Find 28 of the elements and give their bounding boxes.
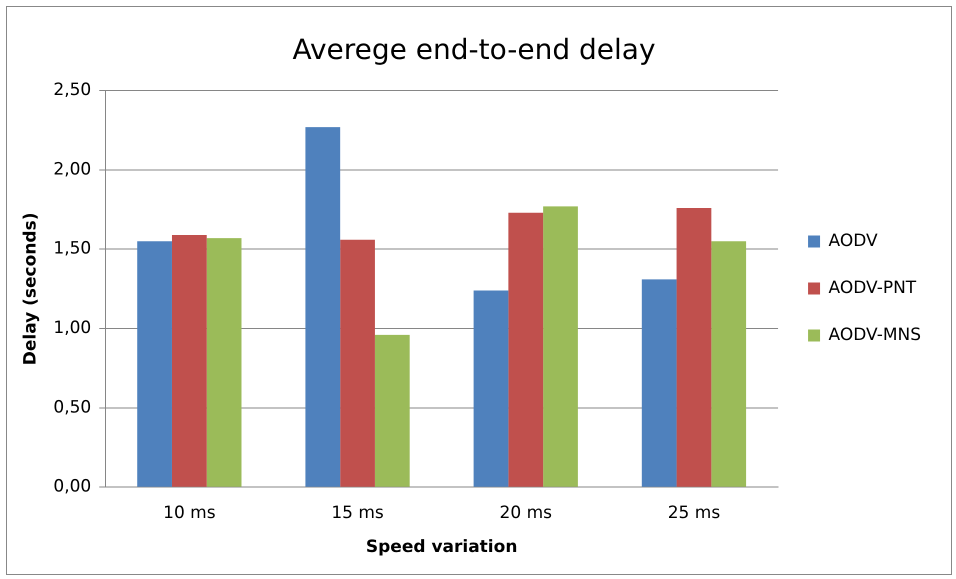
y-tick-label: 1,00 [53,318,92,338]
bar [206,238,242,487]
legend-label: AODV-PNT [828,278,917,298]
bar [543,206,578,487]
bar [172,234,207,487]
chart-title: Averege end-to-end delay [292,33,656,66]
y-tick-label: 0,00 [53,476,92,497]
bar [642,279,677,487]
bar [340,240,375,487]
y-axis-title: Delay (seconds) [20,212,41,366]
bar [305,127,340,487]
bar [474,290,508,487]
x-tick-label: 15 ms [331,502,384,523]
bar [508,212,544,487]
y-tick-label: 2,50 [53,80,92,100]
bar [676,208,712,487]
bar [137,241,172,487]
legend-label: AODV-MNS [828,324,922,345]
bar [711,241,746,487]
y-tick-label: 2,00 [53,159,92,180]
legend-label: AODV [828,230,878,251]
x-tick-label: 10 ms [163,502,216,523]
y-tick-label: 0,50 [53,397,92,418]
x-tick-label: 25 ms [668,502,720,523]
y-tick-label: 1,50 [53,238,92,259]
x-tick-label: 20 ms [500,502,552,523]
bar [374,334,410,487]
x-axis-title: Speed variation [366,537,518,558]
